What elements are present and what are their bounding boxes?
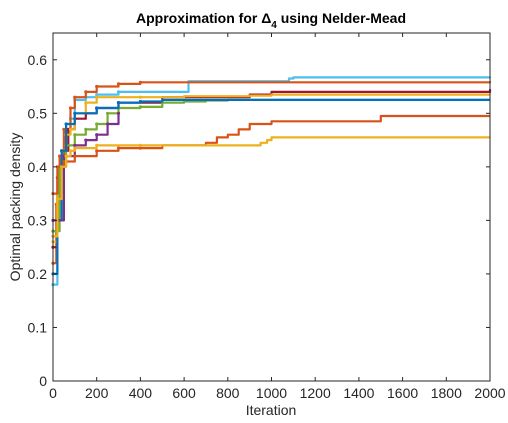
chart-title: Approximation for Δ4 using Nelder-Mead — [136, 10, 406, 31]
series-point-2 — [84, 90, 88, 94]
series-layer — [51, 76, 492, 287]
title-delta-symbol: Δ — [261, 10, 271, 26]
series-point-1 — [116, 90, 121, 94]
series-point-9 — [60, 165, 64, 169]
series-point-7 — [95, 133, 99, 137]
series-point-6 — [64, 122, 68, 126]
y-tick-label: 0.4 — [28, 159, 48, 175]
series-point-7 — [73, 143, 77, 147]
series-point-7 — [116, 111, 121, 115]
y-tick-marks — [53, 59, 490, 382]
x-tick-label: 1000 — [256, 385, 287, 401]
series-point-3 — [66, 127, 70, 131]
x-tick-label: 1800 — [431, 385, 462, 401]
series-point-6 — [60, 149, 64, 153]
x-tick-label: 1200 — [300, 385, 331, 401]
x-tick-label: 1400 — [343, 385, 374, 401]
x-tick-label: 0 — [49, 385, 57, 401]
x-tick-label: 200 — [85, 385, 109, 401]
series-point-2 — [95, 84, 99, 89]
x-tick-label: 1600 — [387, 385, 418, 401]
series-point-9 — [68, 149, 73, 153]
series-point-2 — [68, 106, 73, 110]
series-point-5 — [84, 127, 88, 131]
series-point-2 — [138, 80, 142, 84]
series-line-8 — [53, 114, 490, 195]
series-point-8 — [138, 146, 142, 150]
series-point-5 — [106, 111, 110, 115]
series-point-8 — [62, 159, 66, 164]
series-point-2 — [73, 95, 77, 99]
title-subscript: 4 — [271, 20, 277, 31]
series-point-9 — [138, 143, 142, 147]
y-tick-label: 0 — [39, 373, 47, 389]
x-tick-labels: 0 200 400 600 800 1000 1200 1400 1600 1800 2000 — [49, 385, 506, 401]
series-line-9 — [53, 136, 490, 238]
x-tick-marks — [52, 33, 491, 381]
series-point-5 — [73, 133, 77, 137]
series-point-7 — [62, 154, 66, 158]
x-tick-label: 2000 — [474, 385, 505, 401]
series-point-2 — [58, 154, 62, 158]
series-point-8 — [116, 146, 121, 150]
series-point-9 — [55, 197, 60, 201]
series-point-4 — [95, 95, 99, 99]
series-point-7 — [84, 138, 88, 142]
series-point-9 — [64, 154, 68, 158]
y-tick-label: 0.1 — [28, 319, 48, 335]
y-axis-label: Optimal packing density — [7, 133, 23, 282]
series-point-8 — [55, 165, 60, 169]
series-point-6 — [138, 99, 142, 104]
series-point-6 — [73, 111, 77, 115]
x-axis-label: Iteration — [246, 402, 297, 418]
series-point-2 — [116, 82, 121, 86]
y-tick-labels: 0 0.1 0.2 0.3 0.4 0.5 0.6 — [28, 52, 48, 389]
title-prefix: Approximation for — [136, 10, 261, 26]
series-point-4 — [84, 101, 88, 105]
title-suffix: using Nelder-Mead — [277, 10, 406, 26]
y-tick-label: 0.6 — [28, 52, 48, 68]
series-point-5 — [138, 105, 142, 109]
series-point-1 — [95, 93, 99, 97]
series-point-4 — [138, 95, 142, 99]
x-tick-label: 800 — [216, 385, 240, 401]
x-tick-label: 600 — [172, 385, 196, 401]
series-point-7 — [106, 122, 110, 126]
series-point-8 — [95, 149, 99, 153]
y-tick-label: 0.5 — [28, 105, 48, 121]
series-point-2 — [62, 127, 66, 131]
y-tick-label: 0.2 — [28, 266, 48, 282]
series-point-6 — [116, 101, 121, 105]
x-tick-label: 400 — [129, 385, 153, 401]
series-point-8 — [73, 154, 77, 158]
y-tick-label: 0.3 — [28, 212, 48, 228]
series-point-4 — [68, 127, 73, 131]
series-point-9 — [73, 146, 77, 150]
series-point-6 — [95, 106, 99, 110]
series-point-9 — [95, 143, 99, 147]
series-point-5 — [95, 122, 99, 126]
